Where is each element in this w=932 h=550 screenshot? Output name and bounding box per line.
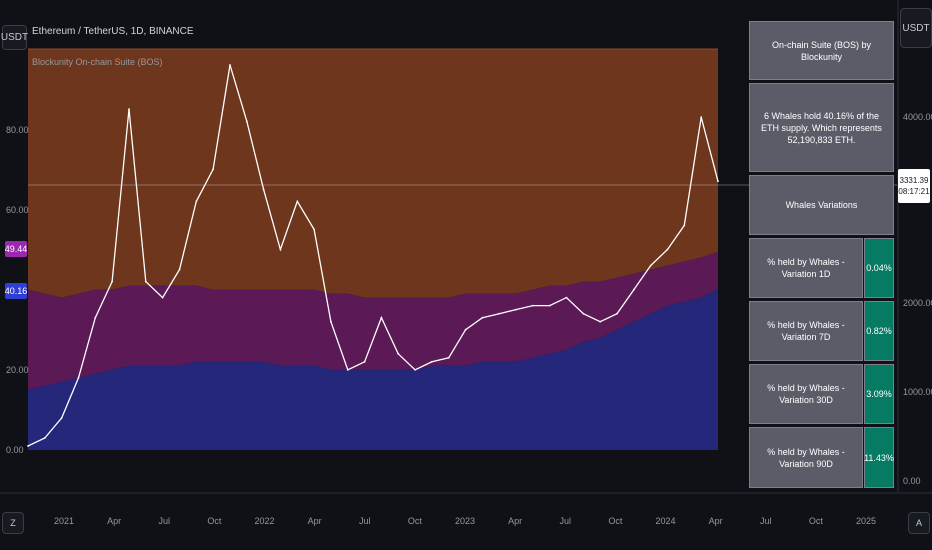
variation-row-label: % held by Whales - Variation 30D — [749, 364, 863, 424]
price-point — [464, 328, 467, 331]
dominance-value-badge: 49.44 — [5, 241, 27, 257]
price-point — [717, 180, 719, 183]
price-point — [195, 200, 198, 203]
price-point — [296, 200, 299, 203]
left-axis-tick: 80.00 — [6, 125, 29, 135]
price-point — [346, 368, 349, 371]
dominance-band-area — [28, 251, 718, 390]
price-point — [380, 316, 383, 319]
auto-scale-button[interactable]: A — [908, 512, 930, 534]
price-series-line — [27, 64, 719, 447]
variation-row-label: % held by Whales - Variation 90D — [749, 427, 863, 488]
price-point — [431, 360, 433, 363]
time-axis-tick: Apr — [708, 516, 723, 526]
price-point — [27, 445, 29, 447]
price-point — [279, 248, 282, 251]
table-title: On-chain Suite (BOS) by Blockunity — [749, 21, 894, 80]
variation-row-value: 0.82% — [864, 301, 894, 361]
time-axis-tick: Apr — [107, 516, 122, 526]
right-axis-tick: 2000.00 — [903, 298, 932, 308]
price-point — [161, 296, 164, 299]
time-axis-tick: Jul — [158, 516, 171, 526]
time-axis-tick: Oct — [608, 516, 623, 526]
price-point — [532, 304, 534, 307]
right-axis-tick: 0.00 — [903, 476, 921, 486]
time-axis-tick: 2022 — [254, 516, 275, 526]
price-point — [649, 264, 652, 267]
price-point — [700, 116, 703, 119]
price-point — [262, 188, 265, 191]
right-axis-tick: 4000.00 — [903, 112, 932, 122]
time-axis-tick: Oct — [407, 516, 422, 526]
price-point — [212, 168, 215, 171]
table-section-header: Whales Variations — [749, 175, 894, 235]
time-axis-tick: Oct — [808, 516, 823, 526]
price-point — [515, 308, 517, 311]
whales-band-area — [28, 289, 718, 450]
time-axis-tick: Oct — [207, 516, 222, 526]
time-axis-tick: 2024 — [655, 516, 676, 526]
price-point — [397, 352, 400, 355]
variation-row-value: 0.04% — [864, 238, 894, 298]
zoom-button[interactable]: Z — [2, 512, 24, 534]
price-point — [229, 64, 231, 66]
variation-row-value: 11.43% — [864, 427, 894, 488]
price-point — [178, 268, 181, 271]
variation-row-label: % held by Whales - Variation 1D — [749, 238, 863, 298]
table-summary: 6 Whales hold 40.16% of the ETH supply. … — [749, 83, 894, 172]
time-axis-tick: 2021 — [53, 516, 75, 526]
price-point — [77, 376, 80, 379]
time-axis-tick: Apr — [307, 516, 322, 526]
left-axis-tick: 0.00 — [6, 445, 24, 455]
price-point — [548, 304, 551, 307]
price-point — [43, 437, 46, 439]
symbol-title[interactable]: Ethereum / TetherUS, 1D, BINANCE — [32, 26, 194, 37]
price-point — [565, 296, 568, 299]
price-point — [245, 120, 248, 123]
right-scale-unit-button[interactable]: USDT — [900, 8, 932, 48]
price-point — [616, 312, 618, 315]
price-point — [144, 280, 147, 283]
price-point — [582, 312, 585, 315]
price-point — [414, 368, 416, 371]
left-scale-unit-button[interactable]: USDT — [1, 25, 28, 50]
whales-value-badge: 40.16 — [5, 283, 27, 299]
time-axis-tick: 2023 — [454, 516, 476, 526]
price-point — [111, 280, 113, 283]
variation-row-label: % held by Whales - Variation 7D — [749, 301, 863, 361]
bar-countdown: 08:17:21 — [898, 187, 930, 196]
price-point — [330, 320, 332, 323]
top-band-area — [28, 49, 718, 298]
price-point — [498, 312, 501, 315]
price-point — [94, 316, 97, 319]
price-point — [313, 228, 315, 231]
left-axis-tick: 20.00 — [6, 365, 29, 375]
time-axis-tick: Jul — [359, 516, 371, 526]
price-point — [633, 288, 635, 291]
price-point — [447, 356, 450, 359]
price-point — [666, 248, 669, 251]
price-point — [683, 224, 686, 227]
price-point — [599, 320, 602, 323]
current-price-value: 3331.39 — [899, 176, 929, 185]
price-point — [363, 360, 366, 363]
variation-row-value: 3.09% — [864, 364, 894, 424]
indicator-name[interactable]: Blockunity On-chain Suite (BOS) — [32, 57, 163, 67]
time-axis-tick: Apr — [508, 516, 523, 526]
price-point — [128, 108, 130, 110]
right-axis-tick: 1000.00 — [903, 387, 932, 397]
current-price-badge: 3331.39 08:17:21 — [898, 169, 930, 203]
price-point — [481, 316, 484, 319]
left-axis-tick: 60.00 — [6, 205, 29, 215]
time-axis-tick: Jul — [760, 516, 772, 526]
time-axis-tick: Jul — [559, 516, 572, 526]
time-axis-tick: 2025 — [855, 516, 877, 526]
price-point — [60, 417, 63, 419]
